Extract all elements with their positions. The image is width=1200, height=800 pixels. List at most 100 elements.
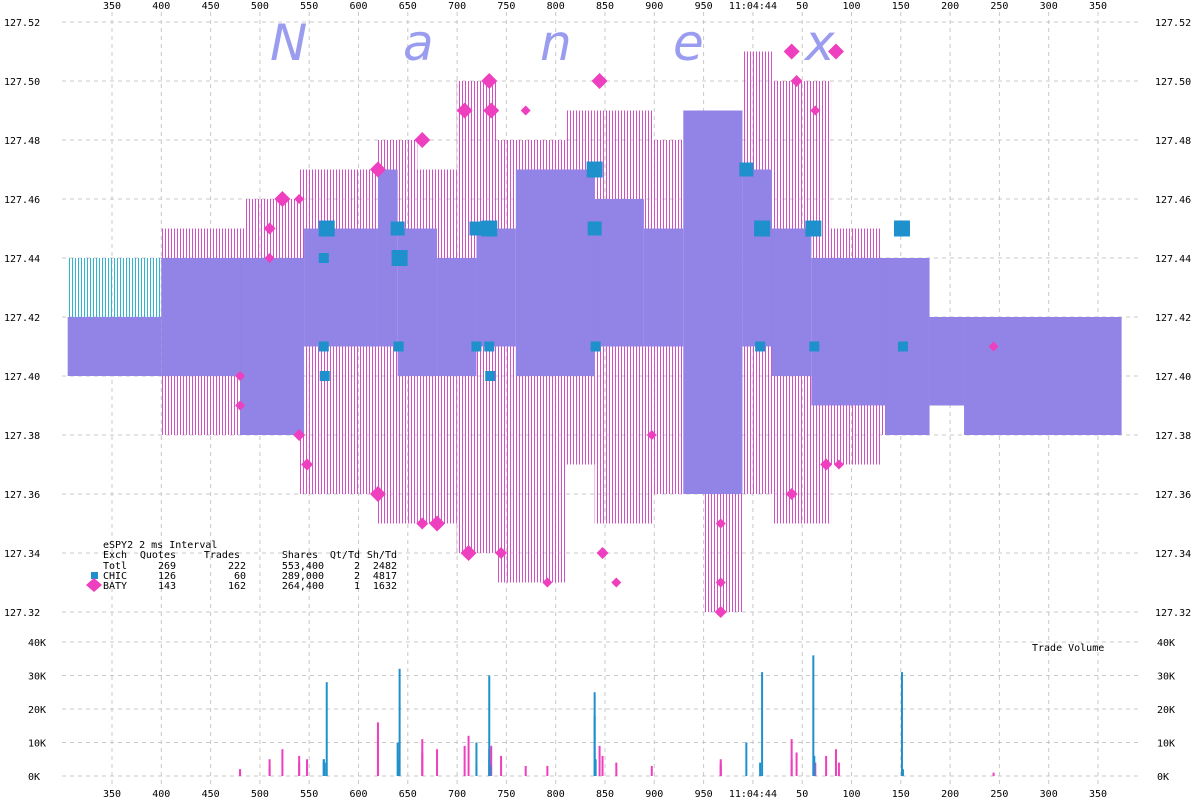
trade-markers [235,43,999,618]
axis-tick-labels: 350 350 400 400 450 450 500 500 550 550 600 600 650 6… [4,1,1191,800]
x-tick-label-top: 500 [251,1,269,12]
summary-row-chic-qt-td: 2 [354,571,360,582]
baty-trade-marker [988,341,999,352]
baty-volume-bar [436,749,439,776]
summary-title: eSPY2 2 ms Interval [103,540,217,551]
summary-row-totl-shares: 553,400 [282,561,324,572]
chic-trade-marker [590,341,601,352]
x-tick-label-top: 850 [596,1,614,12]
baty-volume-bar [825,755,828,776]
summary-row-baty-shares: 264,400 [282,581,324,592]
baty-trade-marker [495,547,508,559]
nbbo-quote-band [515,169,595,376]
chic-trade-marker [586,161,603,178]
x-tick-label-bottom: 600 [349,789,367,800]
x-tick-label-bottom: 500 [251,789,269,800]
x-tick-label-bottom: 850 [596,789,614,800]
chic-trade-marker [318,253,329,263]
x-tick-label-top: 400 [152,1,170,12]
baty-trade-marker [293,429,306,441]
chic-volume-bar [759,762,762,776]
chic-volume-bar [594,759,597,776]
x-tick-label-bottom: 300 [1040,789,1058,800]
summary-row-chic-exch: CHIC [103,571,127,582]
nbbo-quote-band [594,199,644,347]
baty-volume-bar [268,765,271,776]
summary-row-totl-exch: Totl [103,561,127,572]
x-tick-label-top: 950 [695,1,713,12]
summary-row-chic-shares: 289,000 [282,571,324,582]
volume-y-tick-label-left: 30K [28,672,46,683]
chic-trade-marker [587,221,602,236]
y-tick-label-left: 127.32 [4,608,40,619]
x-tick-label-bottom: 250 [990,789,1008,800]
baty-trade-marker [810,105,821,116]
baty-trade-marker [274,191,291,207]
watermark-letter-n2: n [540,14,572,72]
y-tick-label-left: 127.46 [4,195,40,206]
baty-trade-marker [429,515,446,532]
x-tick-label-bottom: 700 [448,789,466,800]
volume-bars [239,655,995,776]
chic-trade-marker [809,341,820,352]
baty-volume-bar [650,765,653,776]
baty-trade-marker [783,43,800,60]
y-tick-label-right: 127.52 [1155,18,1191,29]
y-tick-label-left: 127.34 [4,549,40,560]
summary-header-quotes: Quotes [140,550,176,561]
chic-volume-bar [488,675,491,776]
volume-y-tick-label-right: 30K [1157,672,1175,683]
summary-row-totl-quotes: 269 [158,561,176,572]
x-tick-label-top: 300 [1040,1,1058,12]
x-tick-label-top: 700 [448,1,466,12]
baty-trade-marker [611,577,622,588]
baty-volume-bar [837,762,840,776]
y-tick-label-left: 127.52 [4,18,40,29]
baty-trade-marker [456,102,473,119]
nbbo-quote-band [742,169,772,347]
y-tick-label-right: 127.44 [1155,254,1191,265]
y-tick-label-right: 127.32 [1155,608,1191,619]
baty-volume-bar [281,749,284,776]
baty-trade-marker [235,400,246,411]
nbbo-quote-band [643,228,684,347]
chic-trade-marker [391,250,408,266]
baty-trade-marker [369,161,386,178]
baty-volume-bar [421,752,424,776]
baty-volume-bar [546,765,549,776]
chic-volume-bar [761,672,764,776]
x-tick-label-bottom: 450 [202,789,220,800]
watermark-letter-a: a [403,14,434,72]
y-tick-label-right: 127.34 [1155,549,1191,560]
chic-trade-marker [318,220,335,237]
y-tick-label-right: 127.40 [1155,372,1191,383]
baty-volume-bar [790,739,793,776]
baty-volume-bar [795,752,798,776]
x-tick-label-bottom: 50 [796,789,808,800]
x-tick-label-top: 11:04:44 [729,1,777,12]
summary-row-baty-trades: 162 [228,581,246,592]
chic-trade-marker [319,371,330,381]
baty-trade-marker [369,486,386,502]
baty-volume-bar [524,765,527,776]
chic-trade-marker [754,220,771,237]
chic-volume-bar [397,759,400,776]
baty-trade-marker [715,577,726,588]
summary-row-chic-trades: 60 [234,571,246,582]
x-tick-label-top: 550 [300,1,318,12]
x-tick-label-top: 750 [497,1,515,12]
summary-row-baty-exch: BATY [103,581,127,592]
summary-table: eSPY2 2 ms Interval Exch Quotes Trades S… [86,540,397,592]
x-tick-label-top: 800 [547,1,565,12]
chic-volume-bar [901,769,904,776]
watermark: N a n e x [270,14,835,72]
summary-header-trades: Trades [204,550,240,561]
chic-trade-marker [893,220,910,237]
x-tick-label-bottom: 200 [941,789,959,800]
x-tick-label-bottom: 800 [547,789,565,800]
baty-trade-marker [481,73,498,89]
baty-volume-bar [834,749,837,776]
baty-trade-marker [294,194,305,204]
volume-panel-label: Trade Volume [1032,643,1104,654]
